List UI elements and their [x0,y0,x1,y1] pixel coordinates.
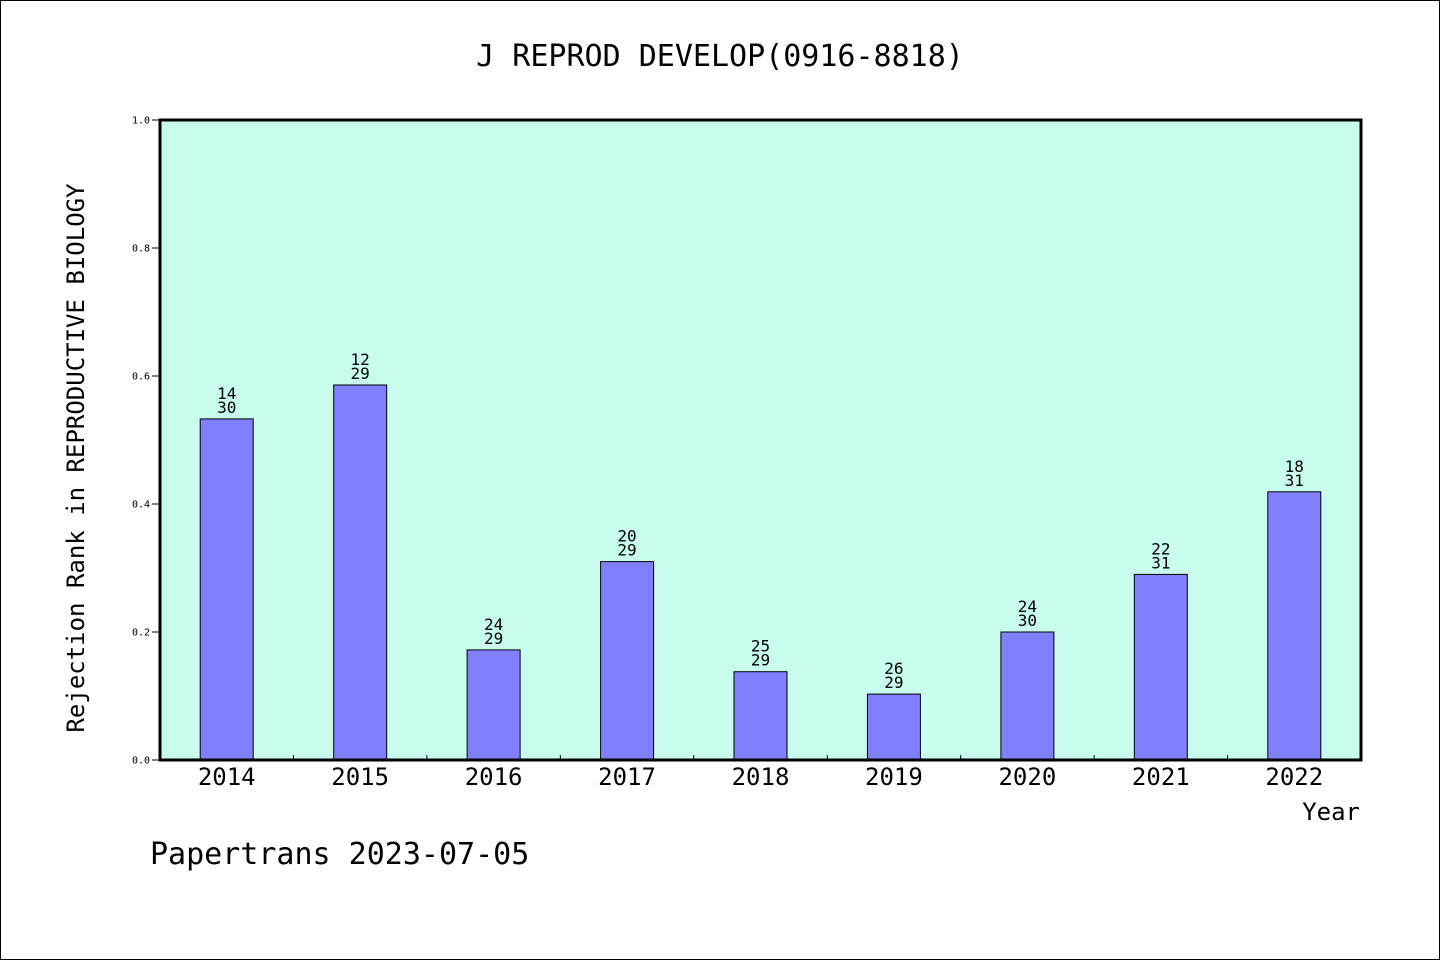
bar-2017 [600,561,655,761]
bar-2016 [466,649,521,761]
bar-total-label-2022: 31 [1285,471,1304,490]
bar-rank-label-2019: 26 [884,659,903,678]
y-tick-label: 0.6 [132,372,150,383]
x-tick-label-2015: 2015 [331,763,389,791]
bar-total-label-2018: 29 [751,651,770,670]
bar-total-label-2016: 29 [484,629,503,648]
x-tick-label-2020: 2020 [998,763,1056,791]
x-tick-label-2021: 2021 [1132,763,1190,791]
bar-total-label-2019: 29 [884,673,903,692]
x-tick-label-2019: 2019 [865,763,923,791]
bar-2021 [1133,573,1188,761]
bar-rank-label-2020: 24 [1018,597,1037,616]
bar-total-label-2017: 29 [617,541,636,560]
y-axis-label: Rejection Rank in REPRODUCTIVE BIOLOGY [62,183,90,733]
bar-2015 [333,384,388,761]
x-tick-label-2017: 2017 [598,763,656,791]
bar-2022 [1267,491,1322,761]
bar-rank-label-2021: 22 [1151,539,1170,558]
footer-credit: Papertrans 2023-07-05 [150,837,529,872]
bars-group [199,384,1322,761]
y-tick-label: 1.0 [132,116,150,127]
bar-rank-label-2018: 25 [751,637,770,656]
bar-2014 [199,418,254,761]
x-tick-label-2014: 2014 [198,763,256,791]
bar-2018 [733,671,788,761]
bar-total-label-2015: 29 [351,364,370,383]
x-tick-label-2022: 2022 [1265,763,1323,791]
bar-rank-label-2014: 14 [217,384,236,403]
y-tick-label: 0.0 [132,756,150,767]
bar-2020 [1000,631,1055,761]
bar-total-label-2020: 30 [1018,611,1037,630]
chart-title: J REPROD DEVELOP(0916-8818) [476,39,964,74]
bar-rank-label-2017: 20 [617,527,636,546]
y-tick-label: 0.8 [132,244,150,255]
bar-total-label-2014: 30 [217,398,236,417]
bar-rank-label-2015: 12 [351,350,370,369]
y-axis: 0.0 0.2 0.4 0.6 0.8 1.0 [132,116,160,767]
y-tick-label: 0.4 [132,500,150,511]
bar-rank-label-2022: 18 [1285,457,1304,476]
bar-total-label-2021: 31 [1151,553,1170,572]
x-axis: 2014 2015 2016 2017 2018 2019 2020 2021 2022 [198,755,1323,791]
plot-border [158,118,1363,762]
bar-2019 [866,693,921,761]
x-tick-label-2016: 2016 [465,763,523,791]
x-axis-label: Year [1302,798,1360,826]
bar-rank-label-2016: 24 [484,615,503,634]
x-tick-label-2018: 2018 [732,763,790,791]
y-tick-label: 0.2 [132,628,150,639]
